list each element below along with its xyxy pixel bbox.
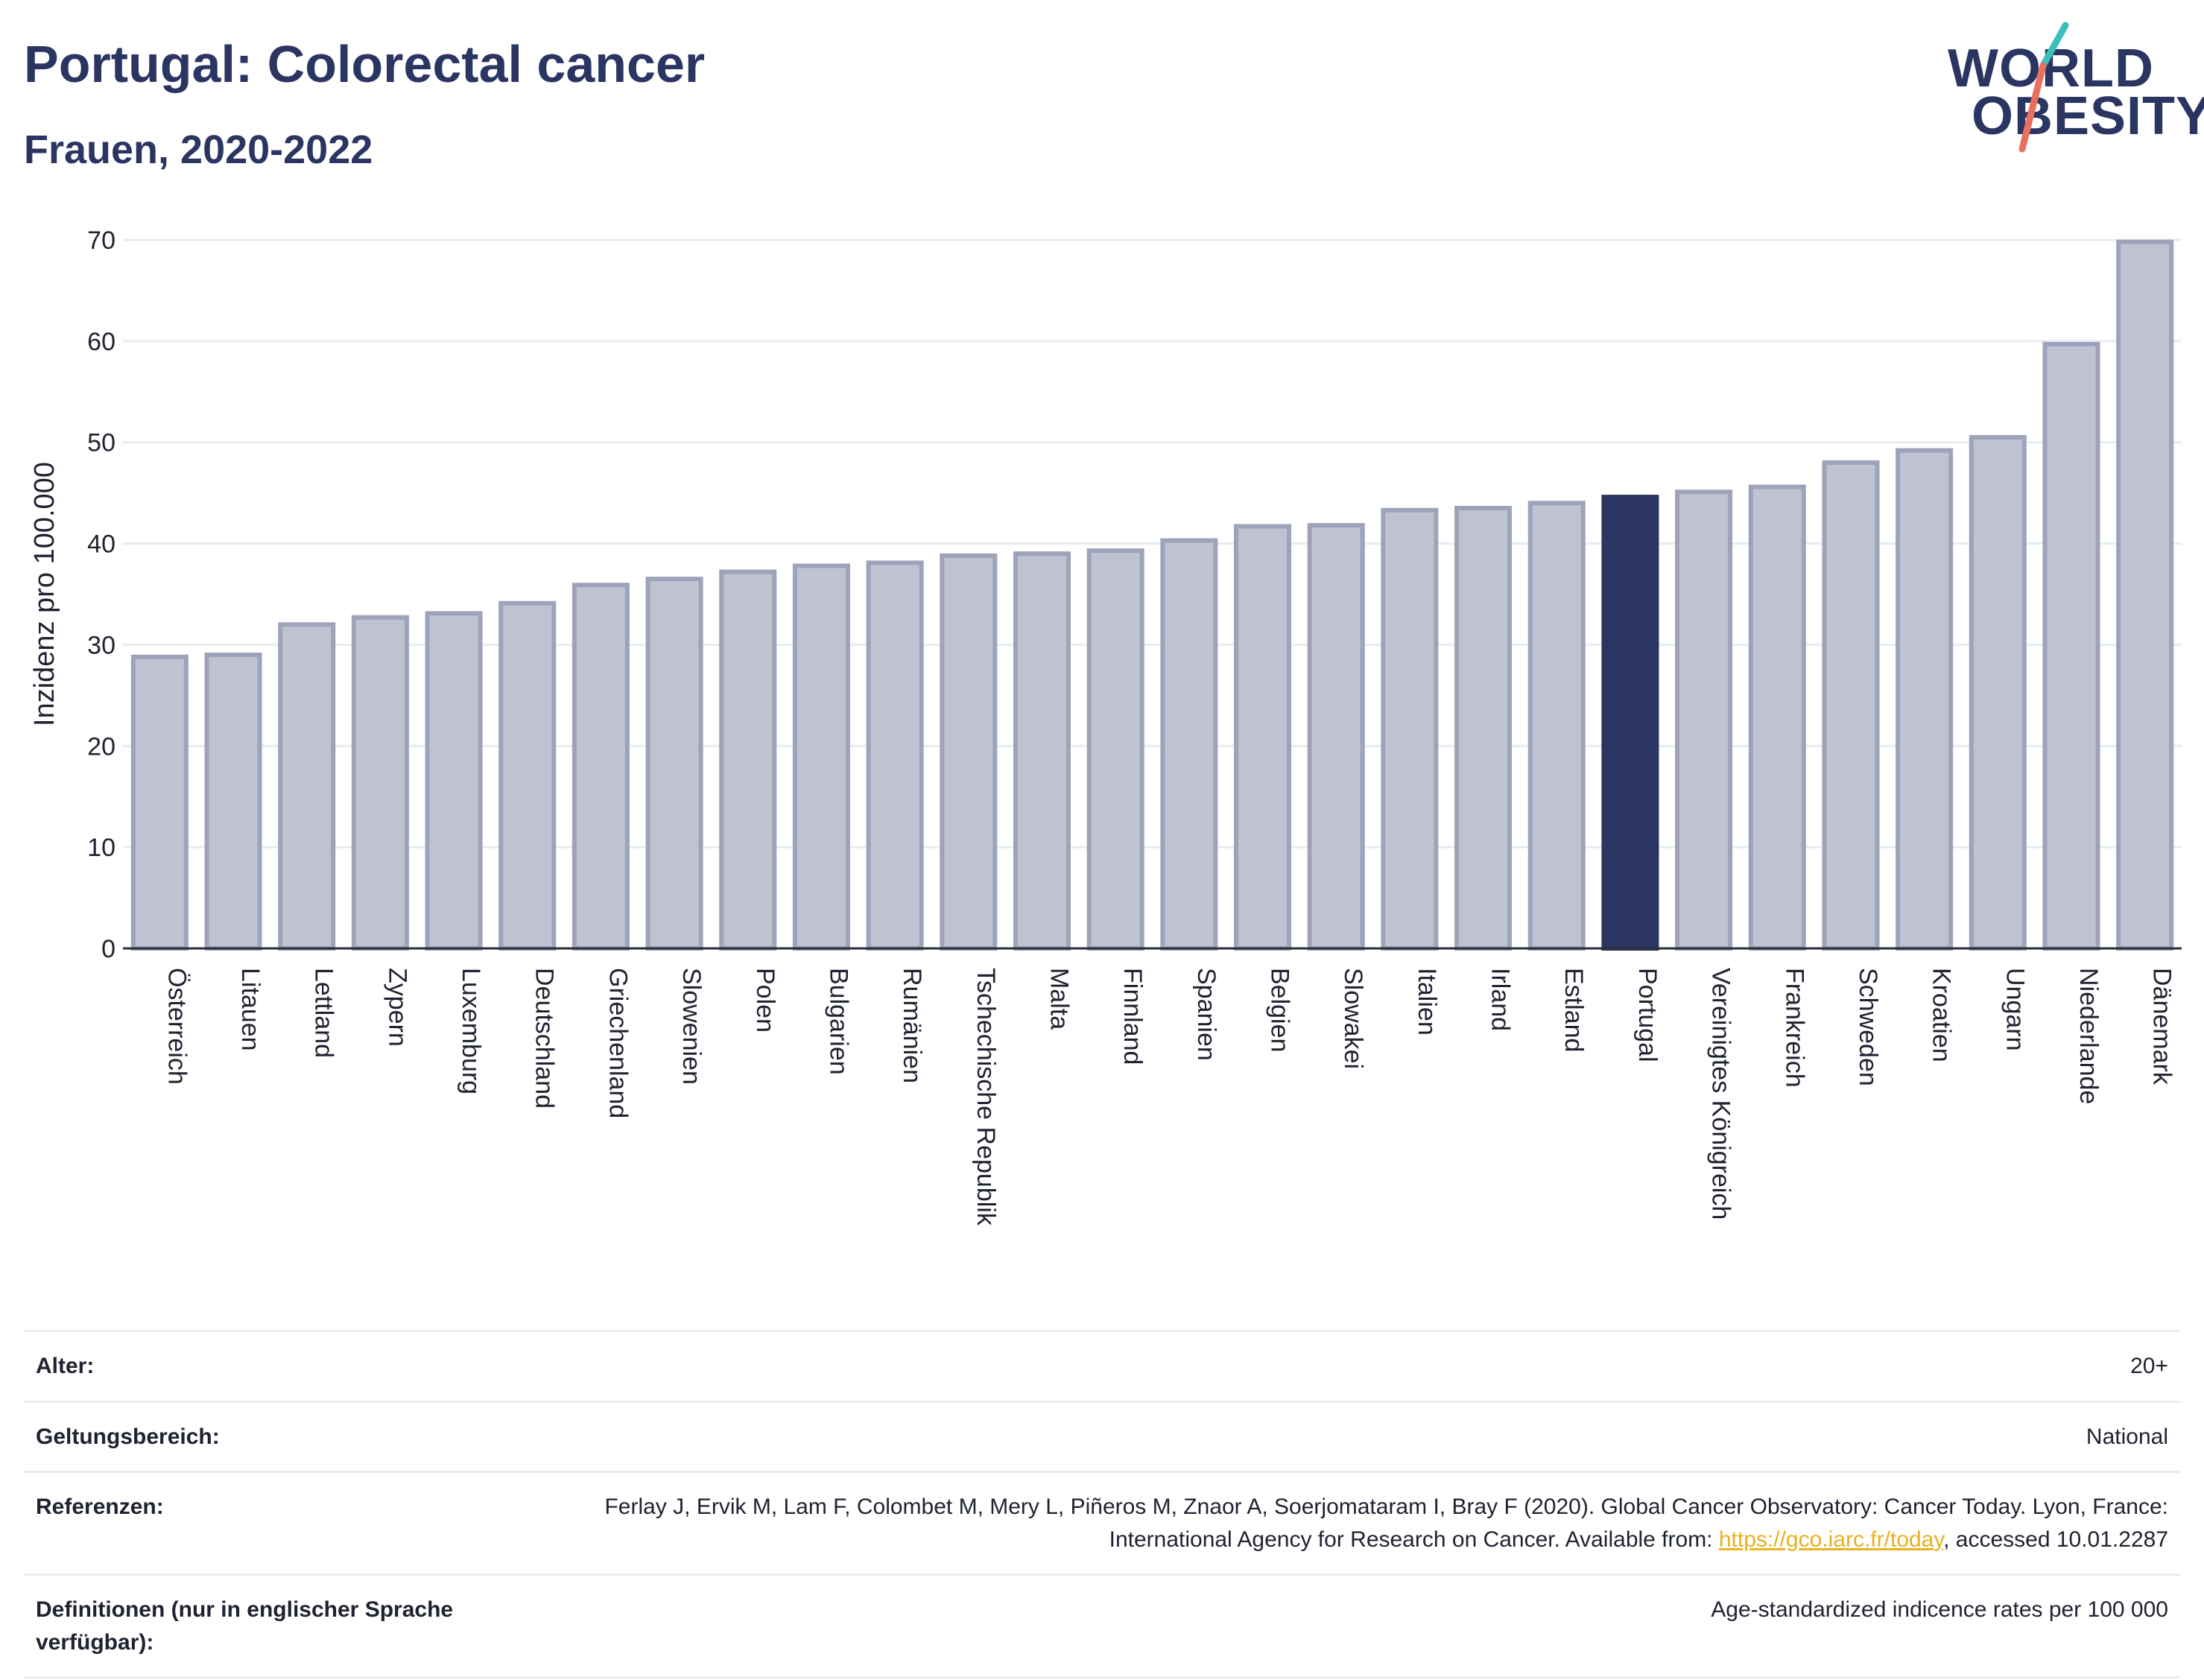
age-value: 20+ <box>569 1330 2180 1403</box>
x-tick-label: Schweden <box>1854 968 1882 1086</box>
x-tick-label: Italien <box>1413 968 1441 1036</box>
bar <box>1454 506 1513 951</box>
x-tick-label: Ungarn <box>2001 968 2029 1051</box>
x-tick-label: Slowakei <box>1339 968 1367 1069</box>
x-tick-label: Frankreich <box>1780 968 1808 1088</box>
bar <box>1381 507 1439 951</box>
y-tick-label: 40 <box>87 530 115 559</box>
references-text: Ferlay J, Ervik M, Lam F, Colombet M, Me… <box>604 1494 2168 1552</box>
bar <box>1527 501 1586 951</box>
y-tick-label: 70 <box>87 226 115 255</box>
logo-slash-icon <box>2018 22 2069 153</box>
x-tick-label: Niederlande <box>2074 968 2103 1104</box>
bar <box>1601 495 1659 951</box>
bar <box>425 611 483 951</box>
bar <box>571 583 630 951</box>
y-tick-label: 0 <box>101 935 115 963</box>
x-tick-label: Belgien <box>1266 968 1294 1052</box>
bar <box>1748 484 1806 951</box>
y-tick-label: 10 <box>87 834 115 862</box>
bar <box>130 654 189 951</box>
bar <box>866 560 924 951</box>
meta-row-age: Alter: 20+ <box>24 1330 2180 1403</box>
bar <box>2116 239 2174 951</box>
bar <box>1307 523 1365 951</box>
logo-text-obesity: OBESITY <box>1972 86 2204 146</box>
bar <box>1160 538 1218 951</box>
x-tick-label: Kroatien <box>1928 968 1956 1062</box>
world-obesity-logo: WORLD OBESITY <box>1937 21 2204 162</box>
bar <box>1013 551 1071 951</box>
bar <box>792 563 850 951</box>
bar <box>719 569 777 951</box>
y-tick-label: 20 <box>87 732 115 761</box>
x-tick-label: Dänemark <box>2148 968 2176 1085</box>
y-axis-label: Inzidenz pro 100.000 <box>29 462 60 726</box>
bar <box>498 600 557 951</box>
references-accessed: , accessed 10.01.2287 <box>1943 1527 2168 1552</box>
references-value: Ferlay J, Ervik M, Lam F, Colombet M, Me… <box>569 1471 2180 1576</box>
x-tick-label: Deutschland <box>531 968 559 1109</box>
references-link[interactable]: https://gco.iarc.fr/today <box>1718 1527 1944 1552</box>
bar <box>1822 460 1880 951</box>
y-tick-label: 60 <box>87 328 115 356</box>
x-tick-label: Bulgarien <box>824 968 852 1075</box>
meta-row-definitions: Definitionen (nur in englischer Sprache … <box>24 1573 2180 1679</box>
x-tick-label: Zypern <box>383 968 411 1047</box>
x-tick-label: Griechenland <box>604 968 632 1118</box>
x-tick-label: Malta <box>1045 968 1073 1030</box>
x-tick-label: Polen <box>751 968 779 1033</box>
bar <box>940 553 998 951</box>
chart-subtitle: Frauen, 2020-2022 <box>24 127 373 172</box>
metadata-table: Alter: 20+ Geltungsbereich: National Ref… <box>24 1330 2180 1679</box>
x-tick-label: Finnland <box>1118 968 1147 1065</box>
x-tick-label: Österreich <box>162 968 191 1085</box>
x-tick-label: Spanien <box>1192 968 1220 1061</box>
bar <box>2042 341 2100 951</box>
x-tick-label: Portugal <box>1633 968 1662 1062</box>
bar <box>278 622 336 951</box>
definitions-label: Definitionen (nur in englischer Sprache … <box>24 1573 569 1679</box>
bar <box>204 653 262 951</box>
x-tick-label: Tschechische Republik <box>972 968 1000 1226</box>
references-label: Referenzen: <box>24 1471 569 1576</box>
bar <box>1675 489 1733 951</box>
age-label: Alter: <box>24 1330 569 1403</box>
x-tick-label: Estland <box>1559 968 1588 1052</box>
meta-row-scope: Geltungsbereich: National <box>24 1400 2180 1473</box>
bar <box>1233 524 1292 951</box>
x-tick-label: Lettland <box>310 968 338 1058</box>
bar <box>1086 548 1144 951</box>
bar <box>645 577 703 951</box>
bar <box>1896 448 1954 951</box>
definitions-value: Age-standardized indicence rates per 100… <box>569 1573 2180 1679</box>
scope-label: Geltungsbereich: <box>24 1400 569 1473</box>
x-tick-label: Rumänien <box>898 968 926 1083</box>
y-tick-label: 50 <box>87 429 115 457</box>
bar <box>351 615 409 951</box>
x-tick-label: Litauen <box>236 968 265 1051</box>
chart-title: Portugal: Colorectal cancer <box>24 35 706 93</box>
bar <box>1969 434 2027 951</box>
y-tick-label: 30 <box>87 631 115 659</box>
bar-chart: 0 10 20 30 40 50 60 70 Inzidenz pro 100.000 Öster… <box>29 226 2182 1226</box>
x-tick-label: Luxemburg <box>457 968 485 1094</box>
x-tick-label: Irland <box>1486 968 1515 1031</box>
x-tick-label: Slowenien <box>677 968 706 1085</box>
meta-row-references: Referenzen: Ferlay J, Ervik M, Lam F, Co… <box>24 1471 2180 1576</box>
scope-value: National <box>569 1400 2180 1473</box>
x-tick-label: Vereinigtes Königreich <box>1707 968 1735 1220</box>
